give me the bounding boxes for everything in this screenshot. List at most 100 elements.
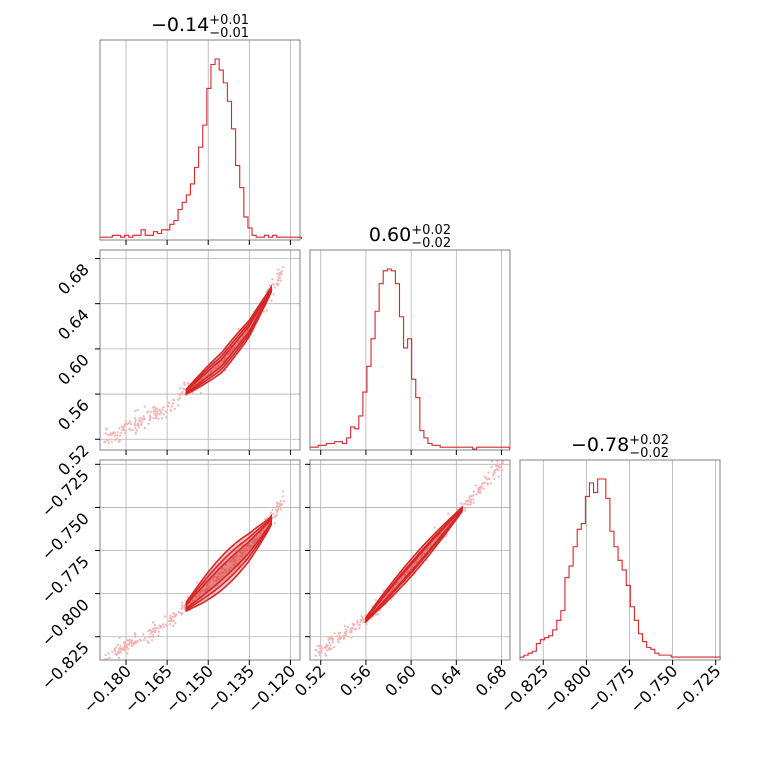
pair-1-2-point-8	[131, 429, 134, 432]
pair-2-3-point-155	[356, 621, 359, 624]
pair-1-3-point-177	[126, 639, 129, 642]
pair-1-3-point-305	[119, 645, 122, 648]
pair-1-2-point-42	[142, 415, 145, 418]
xtick-label-2-2: 0.60	[381, 661, 420, 700]
pair-1-3-point-271	[118, 651, 121, 654]
title-param-2-value: 0.60	[369, 224, 411, 246]
pair-1-3-point-56	[275, 505, 279, 508]
pair-1-2-point-270	[155, 415, 158, 418]
pair-1-3-point-313	[248, 546, 251, 550]
pair-1-2-point-143	[152, 406, 155, 409]
pair-1-2-point-286	[148, 414, 151, 417]
pair-1-3-point-301	[174, 614, 177, 618]
pair-1-3-point-102	[271, 508, 274, 511]
pair-2-3-point-249	[336, 635, 339, 638]
pair-2-3-point-21	[472, 498, 475, 501]
pair-1-2-point-138	[237, 328, 240, 331]
pair-1-2-point-207	[140, 423, 143, 427]
pair-2-3-point-187	[464, 509, 467, 512]
pair-1-3-point-227	[123, 641, 126, 644]
pair-1-3-point-160	[206, 583, 209, 586]
pair-2-3-point-303	[344, 633, 348, 636]
pair-1-2-point-211	[138, 419, 141, 422]
pair-2-3-point-215	[343, 624, 347, 628]
pair-2-3-point-226	[429, 544, 433, 547]
pair-1-3-point-196	[153, 623, 156, 626]
pair-2-3-point-188	[343, 636, 346, 639]
pair-1-3-point-17	[273, 522, 277, 525]
ytick-label-2-2: 0.60	[54, 350, 93, 389]
pair-1-3-point-211	[113, 648, 116, 651]
pair-1-3-point-235	[136, 639, 139, 643]
pair-1-3-point-124	[116, 643, 119, 646]
pair-1-3-point-239	[153, 631, 157, 634]
pair-2-3-point-288	[331, 641, 334, 644]
pair-1-2-point-175	[103, 441, 106, 444]
pair-1-3-point-312	[254, 540, 257, 543]
pair-1-2-point-160	[140, 417, 144, 420]
pair-1-2-point-43	[120, 431, 123, 434]
pair-2-3-point-274	[413, 561, 416, 564]
pair-2-3-point-282	[343, 631, 346, 634]
pair-1-3-point-284	[149, 629, 152, 632]
pair-1-2-point-317	[181, 390, 184, 393]
pair-2-3-point-302	[496, 460, 499, 463]
pair-1-3-point-174	[234, 559, 238, 562]
title-param-3: −0.78+0.02 −0.02	[571, 433, 669, 461]
pair-2-3-point-279	[325, 645, 328, 648]
pair-2-3-point-206	[497, 469, 500, 472]
pair-1-2-point-97	[106, 439, 109, 442]
pair-2-3-point-317	[328, 636, 331, 639]
pair-1-2-point-128	[116, 434, 119, 437]
pair-1-2-point-283	[277, 268, 280, 271]
pair-2-3-point-260	[501, 462, 505, 465]
pair-2-3-point-219	[314, 649, 317, 652]
pair-1-2-point-134	[129, 422, 133, 426]
pair-1-2-point-170	[273, 286, 276, 289]
pair-1-3-point-308	[249, 545, 253, 548]
pair-1-2-point-251	[162, 406, 165, 409]
pair-1-2-contour-fill-3	[186, 287, 272, 395]
pair-2-3-point-28	[375, 613, 378, 616]
pair-1-3-point-252	[213, 575, 216, 578]
pair-1-3-point-260	[151, 621, 155, 624]
pair-2-3-point-150	[477, 488, 480, 491]
pair-1-3-point-251	[125, 643, 128, 647]
pair-1-2-point-113	[133, 423, 136, 426]
pair-1-3-point-220	[162, 623, 165, 626]
pair-1-2-point-63	[161, 408, 164, 411]
pair-1-2-point-314	[113, 431, 116, 435]
pair-1-2-point-85	[183, 383, 186, 386]
pair-2-3-point-68	[317, 650, 321, 654]
pair-2-3-point-154	[496, 463, 499, 466]
pair-1-2-point-312	[110, 433, 113, 436]
pair-1-2-point-147	[134, 426, 137, 430]
pair-1-2-point-115	[143, 417, 146, 420]
pair-1-2-point-177	[152, 411, 156, 414]
pair-1-3-point-222	[147, 641, 150, 645]
title-param-1-minus: −0.01	[209, 26, 249, 41]
xtick-label-2-0: 0.52	[291, 661, 330, 700]
pair-1-3-point-248	[277, 505, 280, 508]
pair-1-3-point-203	[177, 611, 180, 614]
pair-1-3-point-295	[208, 580, 211, 584]
pair-2-3-contour-1	[365, 506, 463, 623]
pair-1-2-point-250	[170, 405, 173, 408]
pair-2-3-point-243	[486, 478, 489, 481]
pair-1-3-point-212	[195, 596, 198, 599]
diag-panel-1-frame	[99, 39, 301, 241]
pair-1-3-point-54	[217, 575, 220, 578]
pair-1-2-point-99	[265, 309, 268, 312]
pair-2-3-point-305	[323, 646, 326, 649]
pair-1-2-point-129	[158, 408, 161, 411]
pair-1-3-point-97	[181, 601, 184, 604]
pair-1-3-point-69	[111, 650, 114, 653]
pair-1-3-point-264	[118, 636, 121, 639]
pair-1-2-point-263	[118, 427, 121, 430]
pair-1-3-point-262	[158, 624, 161, 627]
pair-2-3-point-269	[318, 654, 322, 657]
pair-1-3-point-179	[157, 634, 160, 637]
pair-1-2-point-203	[275, 283, 278, 286]
pair-1-3-point-145	[106, 657, 109, 660]
pair-1-3-point-261	[168, 619, 171, 623]
